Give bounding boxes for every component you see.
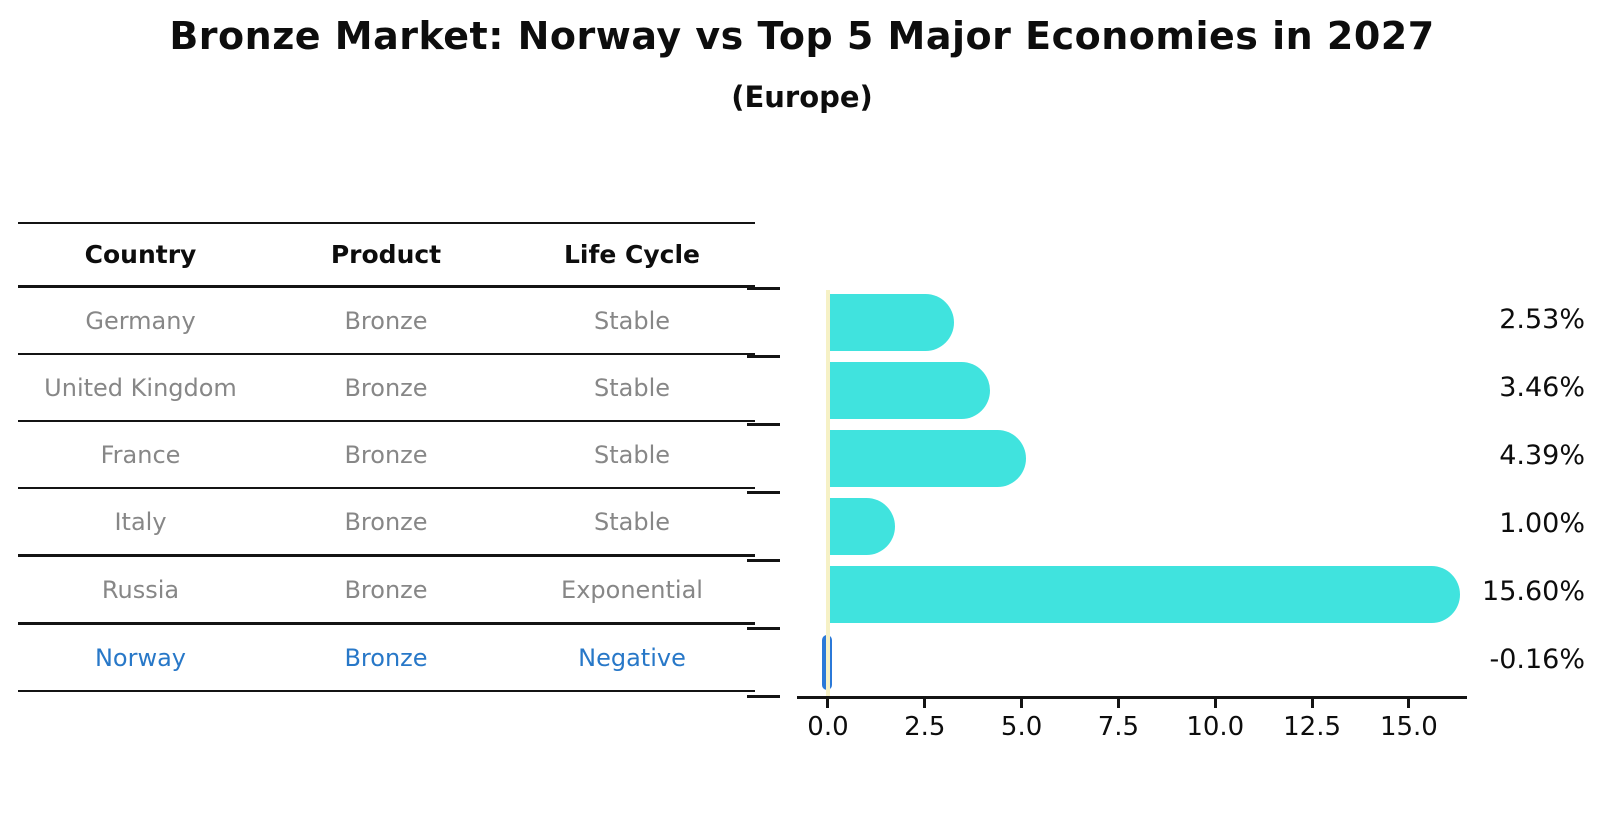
cell-life-cycle: Negative	[578, 643, 686, 672]
y-axis-tick	[747, 422, 780, 426]
page-title: Bronze Market: Norway vs Top 5 Major Eco…	[169, 14, 1435, 58]
bar-italy	[827, 497, 895, 555]
cell-country: Italy	[114, 507, 167, 536]
bar-france	[827, 429, 1026, 487]
value-label: 4.39%	[1499, 440, 1585, 471]
x-axis-tick	[923, 696, 927, 708]
y-axis-tick	[747, 354, 780, 358]
cell-product: Bronze	[344, 575, 428, 604]
cell-product: Bronze	[344, 507, 428, 536]
cell-life-cycle: Exponential	[561, 575, 703, 604]
plot-area: 2.53% 3.46% 4.39% 1.00% 15.60% -0.16% 0.0 2.5 5.…	[747, 286, 1585, 742]
x-axis-tick-label: 5.0	[1000, 712, 1043, 742]
cell-country: Russia	[101, 575, 180, 604]
x-axis-tick	[1310, 696, 1314, 708]
table-header-country: Country	[84, 240, 197, 269]
table-header-product: Product	[330, 240, 442, 269]
data-table: Country Product Life Cycle Germany Bronze…	[18, 222, 755, 692]
table-row: Italy Bronze Stable	[18, 489, 755, 557]
table-row: Russia Bronze Exponential	[18, 557, 755, 625]
cell-country: United Kingdom	[44, 373, 237, 402]
cell-country: Norway	[94, 643, 187, 672]
x-axis-tick-label: 10.0	[1186, 712, 1245, 742]
x-axis-tick	[1407, 696, 1411, 708]
y-axis-tick	[747, 286, 780, 290]
value-label: 15.60%	[1482, 576, 1585, 607]
x-axis-tick-label: 2.5	[904, 712, 946, 742]
cell-life-cycle: Stable	[593, 373, 671, 402]
x-axis-tick-label: 0.0	[807, 712, 849, 742]
x-axis-tick-label: 15.0	[1379, 712, 1438, 742]
x-axis-tick	[1020, 696, 1024, 708]
value-label: 1.00%	[1499, 508, 1585, 539]
page-subtitle: (Europe)	[731, 80, 873, 114]
y-axis-tick	[747, 558, 780, 562]
y-axis-tick	[747, 694, 780, 698]
cell-product: Bronze	[344, 306, 428, 335]
cell-product: Bronze	[344, 440, 428, 469]
table-header-row: Country Product Life Cycle	[18, 224, 755, 288]
x-axis-tick	[1116, 696, 1120, 708]
cell-product: Bronze	[344, 643, 428, 672]
cell-product: Bronze	[344, 373, 428, 402]
cell-life-cycle: Stable	[593, 507, 671, 536]
cell-life-cycle: Stable	[593, 440, 671, 469]
zero-line	[825, 290, 830, 696]
value-label: 2.53%	[1499, 304, 1585, 335]
table-row: Norway Bronze Negative	[18, 625, 755, 692]
table-row: Germany Bronze Stable	[18, 288, 755, 355]
value-label: 3.46%	[1499, 372, 1585, 403]
cell-life-cycle: Stable	[593, 306, 671, 335]
value-label: -0.16%	[1489, 644, 1585, 675]
x-axis-tick-label: 12.5	[1283, 712, 1342, 742]
bar-russia	[827, 565, 1461, 623]
table-row: United Kingdom Bronze Stable	[18, 355, 755, 422]
x-axis-tick	[826, 696, 830, 708]
y-axis-tick	[747, 490, 780, 494]
y-axis-tick	[747, 626, 780, 630]
table-row: France Bronze Stable	[18, 422, 755, 489]
cell-country: France	[100, 440, 181, 469]
cell-country: Germany	[85, 306, 196, 335]
bar-united-kingdom	[827, 361, 990, 419]
table-header-life-cycle: Life Cycle	[563, 240, 701, 269]
table-body: Germany Bronze Stable United Kingdom Bronze S…	[18, 288, 755, 692]
x-axis-tick	[1213, 696, 1217, 708]
x-axis-tick-label: 7.5	[1097, 712, 1140, 742]
bar-germany	[827, 293, 954, 351]
